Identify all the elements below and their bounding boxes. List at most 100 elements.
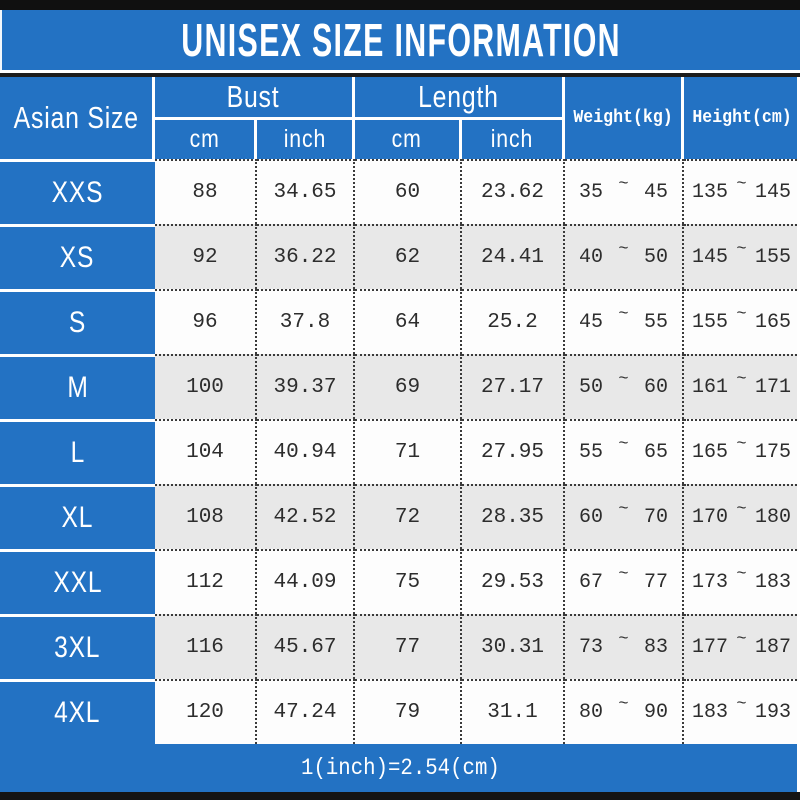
header-asian-size-label: Asian Size <box>13 100 139 135</box>
tilde-separator: ~ <box>736 500 747 519</box>
tilde-separator: ~ <box>736 435 747 454</box>
header-bust-inch-label: inch <box>283 125 326 153</box>
size-label-cell: L <box>0 419 155 484</box>
header-bust-cm: cm <box>155 120 257 159</box>
bottom-black-bar <box>0 792 800 800</box>
size-label-cell: XXS <box>0 159 155 224</box>
height-min: 170 <box>692 506 729 529</box>
header-length-inch: inch <box>462 120 565 159</box>
weight-min: 35 <box>579 181 604 204</box>
bust-cm-cell: 108 <box>155 484 257 549</box>
header-length-label: Length <box>418 79 499 114</box>
title-banner: UNISEX SIZE INFORMATION <box>0 10 800 70</box>
size-label: L <box>70 436 85 469</box>
weight-range-cell: 50 ~60 <box>565 354 684 419</box>
height-max: 193 <box>754 701 791 724</box>
bust-inch-cell: 44.09 <box>257 549 355 614</box>
header-bust-cm-label: cm <box>189 125 220 153</box>
size-label: XL <box>61 501 94 534</box>
title-separator-white <box>0 70 800 73</box>
size-label: 3XL <box>54 631 101 664</box>
right-edge-strip <box>797 77 800 792</box>
height-range-cell: 165 ~175 <box>684 419 800 484</box>
footer-banner: 1(inch)=2.54(cm) <box>0 744 800 792</box>
tilde-separator: ~ <box>618 565 629 584</box>
weight-max: 50 <box>643 246 668 269</box>
tilde-separator: ~ <box>618 630 629 649</box>
bust-inch-cell: 34.65 <box>257 159 355 224</box>
bust-inch-cell: 40.94 <box>257 419 355 484</box>
length-inch-cell: 27.95 <box>462 419 565 484</box>
length-cm-cell: 77 <box>355 614 462 679</box>
weight-max: 65 <box>643 441 668 464</box>
length-cm-cell: 60 <box>355 159 462 224</box>
tilde-separator: ~ <box>736 370 747 389</box>
weight-max: 60 <box>643 376 668 399</box>
bust-inch-cell: 42.52 <box>257 484 355 549</box>
height-min: 135 <box>692 181 729 204</box>
header-length-cm: cm <box>355 120 462 159</box>
height-max: 175 <box>754 441 791 464</box>
tilde-separator: ~ <box>736 240 747 259</box>
weight-max: 83 <box>643 636 668 659</box>
weight-range-cell: 67 ~77 <box>565 549 684 614</box>
page-title: UNISEX SIZE INFORMATION <box>181 14 621 66</box>
size-label: XXS <box>51 176 104 209</box>
length-cm-cell: 71 <box>355 419 462 484</box>
length-inch-cell: 27.17 <box>462 354 565 419</box>
bust-inch-cell: 36.22 <box>257 224 355 289</box>
weight-range-cell: 80 ~90 <box>565 679 684 744</box>
bust-inch-cell: 37.8 <box>257 289 355 354</box>
height-range-cell: 145 ~155 <box>684 224 800 289</box>
weight-min: 73 <box>579 636 604 659</box>
height-min: 165 <box>692 441 729 464</box>
header-height-label: Height(cm) <box>692 108 792 128</box>
weight-range-cell: 73 ~83 <box>565 614 684 679</box>
size-label: XXL <box>53 566 102 599</box>
bust-cm-cell: 88 <box>155 159 257 224</box>
weight-min: 45 <box>579 311 604 334</box>
tilde-separator: ~ <box>736 565 747 584</box>
height-max: 187 <box>754 636 791 659</box>
weight-range-cell: 55 ~65 <box>565 419 684 484</box>
size-label: M <box>66 371 89 404</box>
height-min: 155 <box>692 311 729 334</box>
tilde-separator: ~ <box>618 240 629 259</box>
header-asian-size: Asian Size <box>0 77 155 159</box>
length-cm-cell: 62 <box>355 224 462 289</box>
height-range-cell: 173 ~183 <box>684 549 800 614</box>
height-max: 155 <box>754 246 791 269</box>
weight-min: 60 <box>579 506 604 529</box>
weight-range-cell: 60 ~70 <box>565 484 684 549</box>
header-length: Length <box>355 77 565 120</box>
length-cm-cell: 64 <box>355 289 462 354</box>
length-inch-cell: 24.41 <box>462 224 565 289</box>
length-inch-cell: 25.2 <box>462 289 565 354</box>
length-inch-cell: 29.53 <box>462 549 565 614</box>
height-range-cell: 161 ~171 <box>684 354 800 419</box>
length-inch-cell: 30.31 <box>462 614 565 679</box>
tilde-separator: ~ <box>618 435 629 454</box>
size-label-cell: XXL <box>0 549 155 614</box>
bust-inch-cell: 45.67 <box>257 614 355 679</box>
weight-max: 77 <box>643 571 668 594</box>
length-cm-cell: 75 <box>355 549 462 614</box>
length-cm-cell: 72 <box>355 484 462 549</box>
bust-cm-cell: 100 <box>155 354 257 419</box>
height-min: 161 <box>692 376 729 399</box>
weight-range-cell: 45 ~55 <box>565 289 684 354</box>
size-label-cell: 4XL <box>0 679 155 744</box>
conversion-note: 1(inch)=2.54(cm) <box>300 755 500 781</box>
weight-max: 70 <box>643 506 668 529</box>
height-range-cell: 155 ~165 <box>684 289 800 354</box>
weight-min: 50 <box>579 376 604 399</box>
bust-inch-cell: 47.24 <box>257 679 355 744</box>
size-label-cell: XS <box>0 224 155 289</box>
length-inch-cell: 28.35 <box>462 484 565 549</box>
height-min: 173 <box>692 571 729 594</box>
bust-cm-cell: 92 <box>155 224 257 289</box>
weight-max: 55 <box>643 311 668 334</box>
tilde-separator: ~ <box>736 175 747 194</box>
size-label: 4XL <box>54 696 101 729</box>
